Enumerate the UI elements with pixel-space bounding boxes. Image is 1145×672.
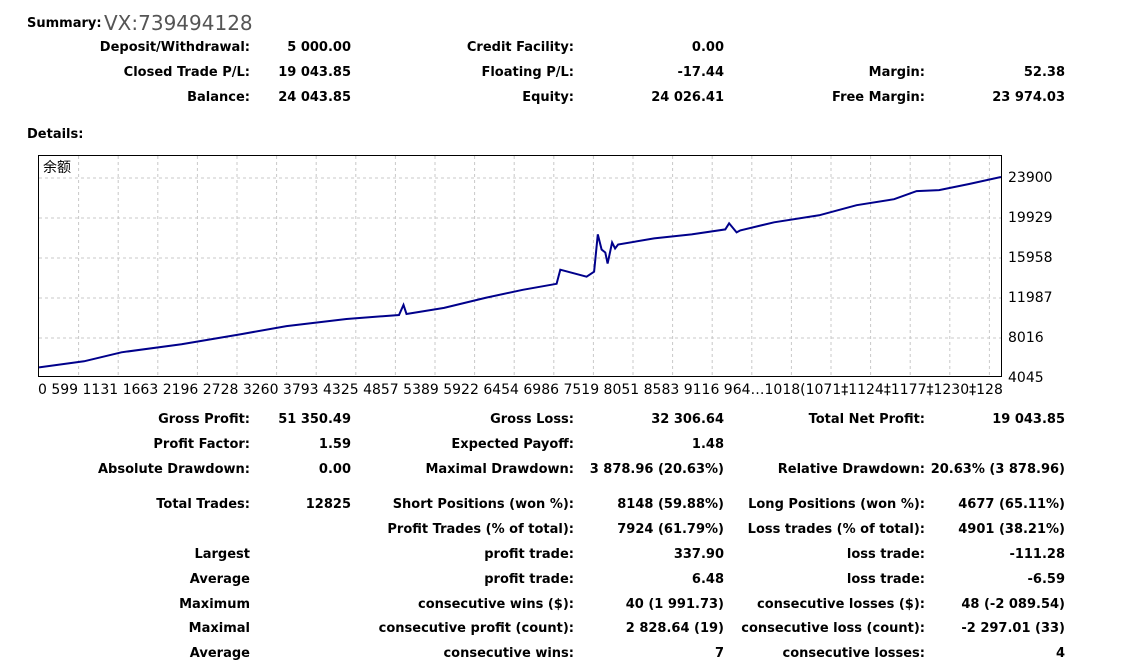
stats-cell-r8-c4: consecutive loss (count): xyxy=(741,621,925,636)
summary-label: Summary: xyxy=(27,16,102,31)
stats-cell-r1-c3: 1.48 xyxy=(691,437,724,452)
summary-cell-r1-c3: -17.44 xyxy=(677,65,724,80)
summary-cell-r1-c1: 19 043.85 xyxy=(278,65,351,80)
stats-cell-r3-c2: Short Positions (won %): xyxy=(392,497,574,512)
stats-cell-r4-c3: 7924 (61.79%) xyxy=(617,522,724,537)
stats-cell-r2-c2: Maximal Drawdown: xyxy=(425,462,574,477)
stats-cell-r9-c2: consecutive wins: xyxy=(443,646,574,661)
summary-cell-r0-c0: Deposit/Withdrawal: xyxy=(99,40,250,55)
y-tick-label: 23900 xyxy=(1008,170,1053,186)
stats-cell-r9-c5: 4 xyxy=(1055,646,1065,661)
stats-cell-r9-c3: 7 xyxy=(714,646,724,661)
stats-cell-r0-c1: 51 350.49 xyxy=(278,412,351,427)
summary-cell-r2-c0: Balance: xyxy=(187,90,250,105)
stats-cell-r7-c4: consecutive losses ($): xyxy=(757,597,925,612)
stats-cell-r6-c5: -6.59 xyxy=(1027,572,1065,587)
stats-cell-r0-c5: 19 043.85 xyxy=(992,412,1065,427)
stats-cell-r3-c3: 8148 (59.88%) xyxy=(617,497,724,512)
x-axis-labels: 0 599 1131 1663 2196 2728 3260 3793 4325… xyxy=(38,382,1002,398)
summary-cell-r0-c2: Credit Facility: xyxy=(466,40,574,55)
summary-cell-r2-c2: Equity: xyxy=(522,90,574,105)
stats-cell-r8-c3: 2 828.64 (19) xyxy=(625,621,724,636)
stats-cell-r8-c5: -2 297.01 (33) xyxy=(961,621,1065,636)
stats-cell-r6-c3: 6.48 xyxy=(691,572,724,587)
stats-cell-r2-c0: Absolute Drawdown: xyxy=(98,462,250,477)
y-tick-label: 4045 xyxy=(1008,370,1044,386)
stats-cell-r1-c2: Expected Payoff: xyxy=(451,437,574,452)
stats-cell-r6-c4: loss trade: xyxy=(846,572,925,587)
chart-title: 余额 xyxy=(43,160,71,176)
stats-cell-r3-c5: 4677 (65.11%) xyxy=(958,497,1065,512)
summary-cell-r1-c0: Closed Trade P/L: xyxy=(123,65,250,80)
stats-cell-r5-c4: loss trade: xyxy=(846,547,925,562)
stats-cell-r7-c5: 48 (-2 089.54) xyxy=(961,597,1065,612)
y-tick-label: 15958 xyxy=(1008,250,1053,266)
details-label: Details: xyxy=(27,127,84,142)
stats-cell-r4-c2: Profit Trades (% of total): xyxy=(387,522,574,537)
stats-cell-r0-c4: Total Net Profit: xyxy=(808,412,925,427)
summary-cell-r1-c2: Floating P/L: xyxy=(481,65,574,80)
summary-cell-r0-c3: 0.00 xyxy=(691,40,724,55)
stats-cell-r2-c5: 20.63% (3 878.96) xyxy=(930,462,1065,477)
stats-cell-r4-c4: Loss trades (% of total): xyxy=(747,522,925,537)
y-tick-label: 11987 xyxy=(1008,290,1053,306)
stats-cell-r8-c2: consecutive profit (count): xyxy=(378,621,574,636)
stats-cell-r8-c0: Maximal xyxy=(188,621,250,636)
balance-series-line xyxy=(39,176,1001,369)
stats-cell-r0-c3: 32 306.64 xyxy=(651,412,724,427)
stats-cell-r1-c0: Profit Factor: xyxy=(153,437,250,452)
stats-cell-r9-c0: Average xyxy=(189,646,250,661)
stats-cell-r5-c5: -111.28 xyxy=(1009,547,1065,562)
stats-cell-r2-c4: Relative Drawdown: xyxy=(777,462,925,477)
stats-cell-r2-c3: 3 878.96 (20.63%) xyxy=(589,462,724,477)
stats-cell-r4-c5: 4901 (38.21%) xyxy=(958,522,1065,537)
stats-cell-r3-c4: Long Positions (won %): xyxy=(748,497,925,512)
stats-cell-r6-c2: profit trade: xyxy=(484,572,574,587)
stats-cell-r0-c2: Gross Loss: xyxy=(490,412,574,427)
stats-cell-r7-c3: 40 (1 991.73) xyxy=(625,597,724,612)
stats-cell-r0-c0: Gross Profit: xyxy=(158,412,250,427)
stats-cell-r9-c4: consecutive losses: xyxy=(782,646,925,661)
stats-cell-r5-c3: 337.90 xyxy=(673,547,724,562)
summary-cell-r2-c1: 24 043.85 xyxy=(278,90,351,105)
stats-cell-r3-c1: 12825 xyxy=(305,497,351,512)
y-tick-label: 19929 xyxy=(1008,210,1053,226)
stats-cell-r7-c2: consecutive wins ($): xyxy=(417,597,574,612)
summary-cell-r1-c5: 52.38 xyxy=(1023,65,1065,80)
account-id: VX:739494128 xyxy=(104,11,253,35)
stats-cell-r5-c2: profit trade: xyxy=(484,547,574,562)
balance-chart: 余额 xyxy=(38,155,1002,377)
stats-cell-r5-c0: Largest xyxy=(194,547,250,562)
summary-cell-r2-c5: 23 974.03 xyxy=(992,90,1065,105)
summary-cell-r1-c4: Margin: xyxy=(868,65,925,80)
stats-cell-r3-c0: Total Trades: xyxy=(156,497,250,512)
summary-cell-r2-c3: 24 026.41 xyxy=(651,90,724,105)
stats-cell-r6-c0: Average xyxy=(189,572,250,587)
summary-cell-r2-c4: Free Margin: xyxy=(832,90,925,105)
balance-chart-svg xyxy=(39,156,1001,376)
stats-cell-r2-c1: 0.00 xyxy=(318,462,351,477)
stats-cell-r7-c0: Maximum xyxy=(179,597,250,612)
summary-cell-r0-c1: 5 000.00 xyxy=(287,40,351,55)
stats-cell-r1-c1: 1.59 xyxy=(318,437,351,452)
y-tick-label: 8016 xyxy=(1008,330,1044,346)
